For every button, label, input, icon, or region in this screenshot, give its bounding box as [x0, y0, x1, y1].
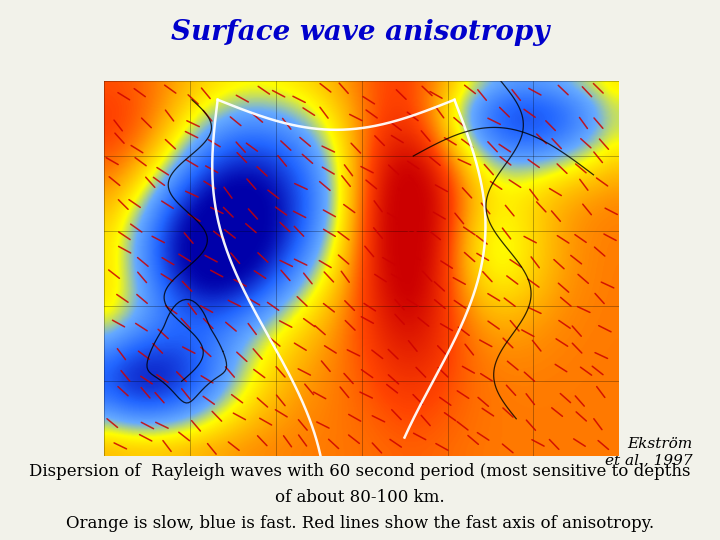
Text: Ekström
et al., 1997: Ekström et al., 1997 — [605, 437, 693, 468]
Text: Surface wave anisotropy: Surface wave anisotropy — [171, 19, 549, 46]
Text: of about 80-100 km.: of about 80-100 km. — [275, 489, 445, 506]
Text: Dispersion of  Rayleigh waves with 60 second period (most sensitive to depths: Dispersion of Rayleigh waves with 60 sec… — [30, 463, 690, 480]
Text: Orange is slow, blue is fast. Red lines show the fast axis of anisotropy.: Orange is slow, blue is fast. Red lines … — [66, 515, 654, 532]
